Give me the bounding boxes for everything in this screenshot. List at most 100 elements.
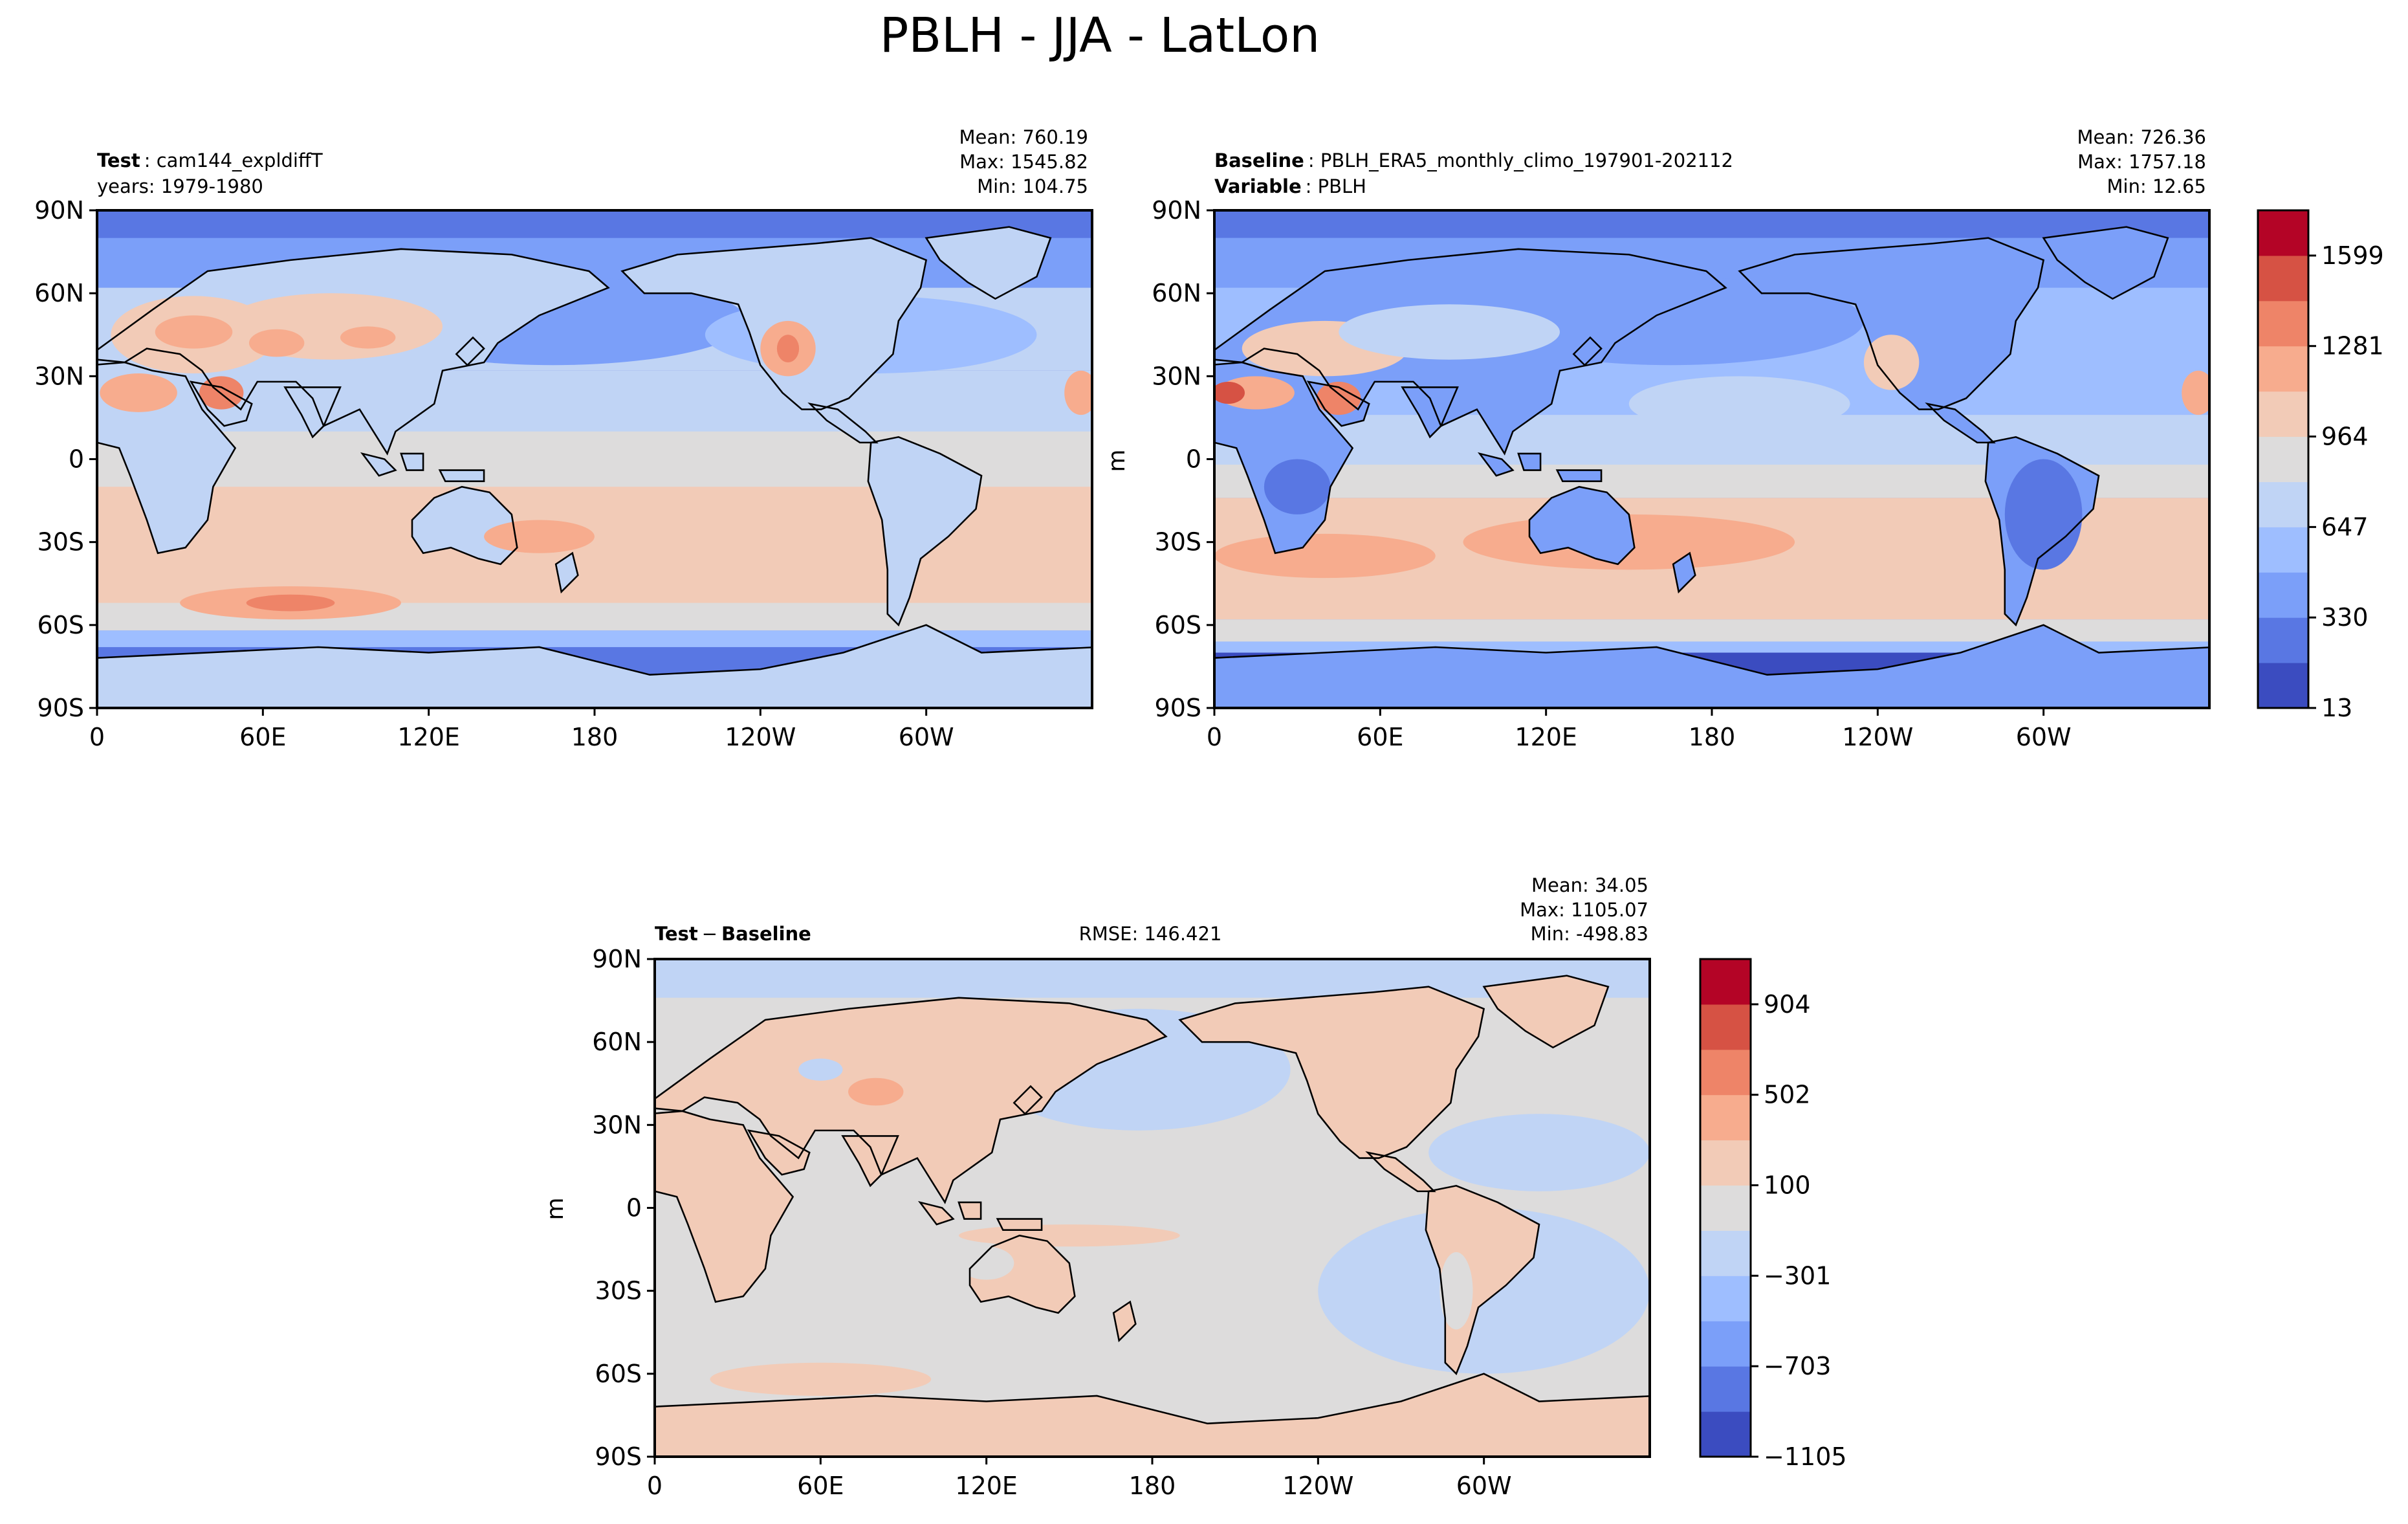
- diff-colorbar-level: [1700, 1366, 1751, 1412]
- diff-colorbar-level: [1700, 1140, 1751, 1186]
- test-header-sep: :: [144, 149, 157, 171]
- baseline-min: Min: 12.65: [2107, 175, 2206, 197]
- baseline-variable-text: PBLH: [1318, 175, 1366, 197]
- baseline-colorbar-label: 13: [2321, 694, 2352, 722]
- test-xtick-label: 0: [89, 723, 105, 751]
- baseline-colorbar: 13 330 647 964 1281 1599: [2257, 209, 2384, 722]
- diff-xtick-label: 60W: [1456, 1472, 1512, 1500]
- diff-colorbar-level: [1700, 1411, 1751, 1457]
- baseline-ytick-label: 0: [1186, 445, 1201, 474]
- test-y-axis: 90N 60N 30N 0 30S 60S 90S: [34, 196, 97, 722]
- baseline-max: Max: 1757.18: [2077, 151, 2206, 173]
- test-ytick-label: 60S: [38, 611, 84, 639]
- diff-ytick-label: 90S: [595, 1442, 642, 1471]
- baseline-units: m: [1104, 449, 1130, 472]
- diff-ytick-label: 30N: [592, 1110, 642, 1139]
- diff-colorbar-level: [1700, 1230, 1751, 1276]
- baseline-colorbar-label: 647: [2321, 513, 2369, 541]
- baseline-xtick-label: 180: [1689, 723, 1736, 751]
- baseline-colorbar-frame: [2257, 209, 2310, 709]
- diff-colorbar-level: [1700, 1321, 1751, 1367]
- baseline-colorbar-label: 1599: [2321, 241, 2384, 270]
- baseline-ytick-label: 60S: [1155, 611, 1201, 639]
- diff-xtick-label: 120E: [955, 1472, 1018, 1500]
- baseline-colorbar-level: [2258, 617, 2308, 663]
- test-max: Max: 1545.82: [959, 151, 1088, 173]
- baseline-ytick-label: 90N: [1152, 196, 1201, 225]
- diff-colorbar: −1105 −703 −301 100 502 904: [1699, 958, 1847, 1471]
- baseline-ytick-label: 90S: [1155, 694, 1201, 722]
- baseline-colorbar-level: [2258, 255, 2308, 302]
- diff-colorbar-label: 904: [1764, 990, 1811, 1019]
- diff-panel: Test − Baseline RMSE: 146.421 Mean: 34.05 …: [542, 874, 1847, 1500]
- diff-colorbar-level: [1700, 1004, 1751, 1050]
- diff-x-axis: 0 60E 120E 180 120W 60W: [647, 1457, 1512, 1500]
- test-map: [97, 210, 1092, 708]
- diff-rmse: RMSE: 146.421: [1079, 923, 1222, 945]
- baseline-header-text: PBLH_ERA5_monthly_climo_197901-202112: [1320, 149, 1733, 171]
- diff-header-sep: −: [702, 923, 717, 945]
- diff-min: Min: -498.83: [1531, 923, 1648, 945]
- test-header-bold: Test: [97, 149, 140, 171]
- test-xtick-label: 180: [571, 723, 618, 751]
- test-ytick-label: 30S: [38, 528, 84, 557]
- test-mean: Mean: 760.19: [959, 126, 1088, 148]
- baseline-ytick-label: 60N: [1152, 279, 1201, 307]
- diff-xtick-label: 60E: [797, 1472, 844, 1500]
- diff-colorbar-label: −301: [1764, 1261, 1831, 1290]
- diff-ytick-label: 90N: [592, 945, 642, 973]
- diff-mean: Mean: 34.05: [1531, 874, 1648, 896]
- test-xtick-label: 120W: [725, 723, 796, 751]
- test-ytick-label: 90S: [38, 694, 84, 722]
- diff-ytick-label: 30S: [595, 1277, 642, 1305]
- baseline-xtick-label: 120E: [1515, 723, 1577, 751]
- diff-colorbar-label: −703: [1764, 1352, 1831, 1380]
- test-xtick-label: 60E: [239, 723, 286, 751]
- diff-header-bold2: Baseline: [721, 923, 811, 945]
- diff-colorbar-label: 502: [1764, 1081, 1811, 1109]
- baseline-xtick-label: 60E: [1357, 723, 1403, 751]
- baseline-colorbar-level: [2258, 663, 2308, 709]
- test-xtick-label: 60W: [899, 723, 954, 751]
- test-ytick-label: 60N: [34, 279, 84, 307]
- baseline-x-axis: 0 60E 120E 180 120W 60W: [1207, 708, 2072, 751]
- baseline-colorbar-label: 1281: [2321, 332, 2384, 360]
- baseline-xtick-label: 0: [1207, 723, 1222, 751]
- baseline-header-bold: Baseline: [1214, 149, 1304, 171]
- baseline-colorbar-level: [2258, 572, 2308, 618]
- diff-header-bold: Test: [655, 923, 698, 945]
- test-header-text: cam144_expldiffT: [157, 149, 323, 171]
- figure-title: PBLH - JJA - LatLon: [880, 8, 1320, 63]
- diff-ytick-label: 60N: [592, 1028, 642, 1056]
- test-ytick-label: 90N: [34, 196, 84, 225]
- baseline-colorbar-label: 964: [2321, 423, 2369, 451]
- baseline-colorbar-level: [2258, 300, 2308, 347]
- baseline-variable: Variable: PBLH: [1214, 175, 1366, 197]
- baseline-colorbar-level: [2258, 481, 2308, 527]
- test-ytick-label: 30N: [34, 362, 84, 390]
- diff-units: m: [542, 1197, 569, 1220]
- baseline-map: [1214, 210, 2209, 708]
- baseline-panel: Baseline: PBLH_ERA5_monthly_climo_197901…: [1104, 126, 2384, 751]
- baseline-header: Baseline: PBLH_ERA5_monthly_climo_197901…: [1214, 149, 1733, 171]
- test-xtick-label: 120E: [397, 723, 460, 751]
- diff-colorbar-frame: [1699, 958, 1752, 1458]
- baseline-ytick-label: 30S: [1155, 528, 1201, 557]
- baseline-colorbar-level: [2258, 391, 2308, 437]
- baseline-colorbar-label: 330: [2321, 603, 2369, 632]
- diff-colorbar-level: [1700, 1185, 1751, 1231]
- baseline-y-axis: 90N 60N 30N 0 30S 60S 90S: [1152, 196, 1214, 722]
- baseline-mean: Mean: 726.36: [2077, 126, 2206, 148]
- baseline-colorbar-level: [2258, 527, 2308, 573]
- baseline-colorbar-level: [2258, 210, 2308, 256]
- diff-xtick-label: 0: [647, 1472, 662, 1500]
- diff-max: Max: 1105.07: [1520, 899, 1648, 921]
- diff-ytick-label: 60S: [595, 1360, 642, 1388]
- test-ytick-label: 0: [69, 445, 84, 474]
- diff-colorbar-label: −1105: [1764, 1442, 1847, 1471]
- diff-colorbar-level: [1700, 1094, 1751, 1141]
- baseline-colorbar-level: [2258, 346, 2308, 392]
- diff-header: Test − Baseline: [655, 923, 811, 945]
- diff-y-axis: 90N 60N 30N 0 30S 60S 90S: [592, 945, 655, 1471]
